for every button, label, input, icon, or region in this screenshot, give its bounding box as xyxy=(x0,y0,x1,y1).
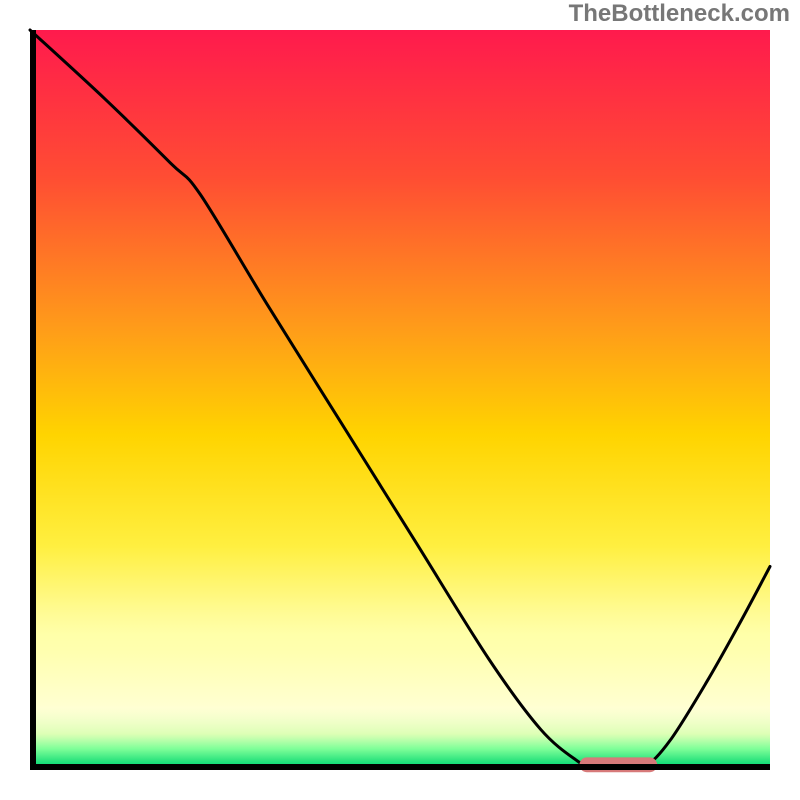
yellow-band-overlay xyxy=(33,607,770,748)
chart-root: TheBottleneck.com xyxy=(0,0,800,800)
bottleneck-chart xyxy=(0,0,800,800)
